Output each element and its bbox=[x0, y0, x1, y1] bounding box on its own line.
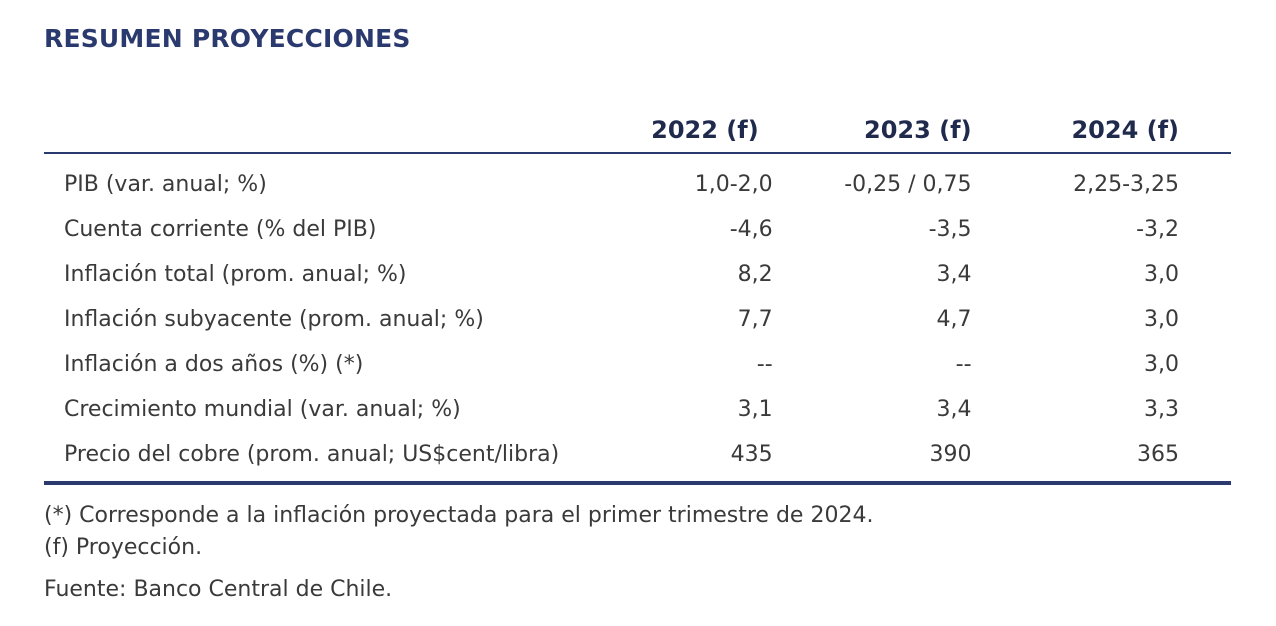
column-header: 2024 (f) bbox=[971, 108, 1231, 154]
row-label: Crecimiento mundial (var. anual; %) bbox=[64, 397, 461, 422]
row-label: Cuenta corriente (% del PIB) bbox=[64, 217, 377, 242]
cell-value: 3,0 bbox=[1144, 307, 1179, 332]
row-label: Inflación a dos años (%) (*) bbox=[64, 352, 364, 377]
page-title: RESUMEN PROYECCIONES bbox=[44, 24, 411, 53]
table-row: Inflación subyacente (prom. anual; %) 7,7… bbox=[44, 297, 1231, 342]
cell-value: -4,6 bbox=[729, 217, 773, 242]
cell-value: 4,7 bbox=[936, 307, 972, 332]
cell-value: 3,1 bbox=[737, 397, 773, 422]
cell-value: 390 bbox=[772, 432, 972, 485]
cell-value: -3,5 bbox=[928, 217, 972, 242]
cell-value: 3,4 bbox=[936, 397, 972, 422]
cell-value: -0,25 / 0,75 bbox=[844, 172, 972, 197]
footnote: (*) Corresponde a la inflación proyectad… bbox=[44, 503, 874, 528]
cell-value: -- bbox=[955, 352, 972, 377]
row-label: Precio del cobre (prom. anual; US$cent/l… bbox=[44, 432, 604, 485]
footnote: (f) Proyección. bbox=[44, 535, 203, 560]
column-header: 2023 (f) bbox=[772, 108, 972, 154]
row-label: Inflación subyacente (prom. anual; %) bbox=[64, 307, 484, 332]
column-header: 2022 (f) bbox=[603, 108, 773, 154]
table-row: Inflación total (prom. anual; %) 8,2 3,4 3,… bbox=[44, 252, 1231, 297]
cell-value: 3,0 bbox=[1144, 352, 1179, 377]
table-row: Inflación a dos años (%) (*) -- -- 3,0 bbox=[44, 342, 1231, 387]
table-row: Precio del cobre (prom. anual; US$cent/l… bbox=[44, 432, 1231, 485]
projections-table: 2022 (f) 2023 (f) 2024 (f) PIB (var. anu… bbox=[44, 108, 1231, 485]
cell-value: 3,4 bbox=[936, 262, 972, 287]
table-row: Crecimiento mundial (var. anual; %) 3,1 3,… bbox=[44, 387, 1231, 432]
row-label: PIB (var. anual; %) bbox=[64, 172, 267, 197]
table-row: PIB (var. anual; %) 1,0-2,0 -0,25 / 0,75 2,… bbox=[44, 153, 1231, 207]
cell-value: 435 bbox=[603, 432, 773, 485]
cell-value: 1,0-2,0 bbox=[694, 172, 773, 197]
cell-value: 2,25-3,25 bbox=[1073, 172, 1179, 197]
cell-value: 3,0 bbox=[1144, 262, 1179, 287]
cell-value: -3,2 bbox=[1136, 217, 1179, 242]
cell-value: 7,7 bbox=[737, 307, 773, 332]
header-row: 2022 (f) 2023 (f) 2024 (f) bbox=[44, 108, 1231, 154]
row-label: Inflación total (prom. anual; %) bbox=[64, 262, 407, 287]
cell-value: 365 bbox=[971, 432, 1231, 485]
table-row: Cuenta corriente (% del PIB) -4,6 -3,5 -3,2 bbox=[44, 207, 1231, 252]
cell-value: -- bbox=[756, 352, 773, 377]
source-note: Fuente: Banco Central de Chile. bbox=[44, 577, 393, 602]
footnotes: (*) Corresponde a la inflación proyectad… bbox=[44, 500, 873, 606]
cell-value: 8,2 bbox=[737, 262, 773, 287]
cell-value: 3,3 bbox=[1144, 397, 1179, 422]
